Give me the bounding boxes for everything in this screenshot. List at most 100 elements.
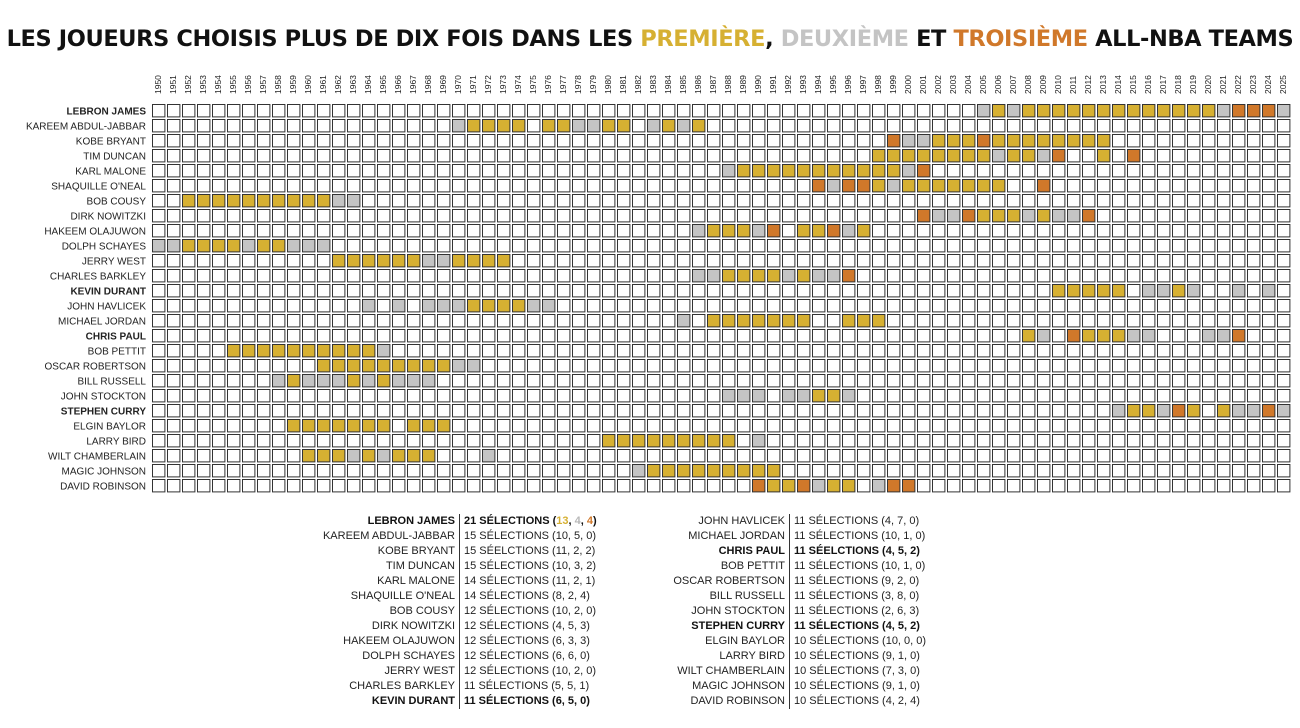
empty-cell (632, 194, 646, 208)
empty-cell (677, 299, 691, 313)
empty-cell (722, 374, 736, 388)
empty-cell (1052, 329, 1066, 343)
empty-cell (737, 374, 751, 388)
empty-cell (1262, 374, 1276, 388)
empty-cell (557, 149, 571, 163)
empty-cell (737, 299, 751, 313)
selection-cell (1097, 104, 1111, 118)
empty-cell (1217, 479, 1231, 493)
empty-cell (287, 464, 301, 478)
empty-cell (542, 134, 556, 148)
empty-cell (1112, 464, 1126, 478)
selection-cell (887, 179, 901, 193)
empty-cell (917, 224, 931, 238)
empty-cell (242, 179, 256, 193)
selection-cell (407, 449, 421, 463)
empty-cell (1202, 269, 1216, 283)
empty-cell (1277, 194, 1291, 208)
empty-cell (1247, 419, 1261, 433)
selection-cell (1097, 284, 1111, 298)
year-tick-label: 2019 (1188, 75, 1198, 94)
empty-cell (467, 134, 481, 148)
empty-cell (392, 239, 406, 253)
empty-cell (1037, 404, 1051, 418)
selection-cell (272, 374, 286, 388)
empty-cell (182, 479, 196, 493)
empty-cell (422, 389, 436, 403)
empty-cell (1007, 434, 1021, 448)
empty-cell (362, 104, 376, 118)
selection-cell (257, 344, 271, 358)
empty-cell (842, 344, 856, 358)
empty-cell (782, 449, 796, 463)
empty-cell (1187, 464, 1201, 478)
empty-cell (1157, 374, 1171, 388)
empty-cell (482, 479, 496, 493)
empty-cell (1277, 269, 1291, 283)
empty-cell (872, 134, 886, 148)
empty-cell (362, 134, 376, 148)
empty-cell (242, 329, 256, 343)
empty-cell (707, 254, 721, 268)
empty-cell (1112, 239, 1126, 253)
empty-cell (317, 164, 331, 178)
empty-cell (1097, 359, 1111, 373)
empty-cell (947, 464, 961, 478)
empty-cell (827, 239, 841, 253)
empty-cell (317, 434, 331, 448)
selection-cell (287, 344, 301, 358)
empty-cell (1097, 449, 1111, 463)
empty-cell (497, 419, 511, 433)
empty-cell (632, 419, 646, 433)
empty-cell (977, 254, 991, 268)
empty-cell (857, 104, 871, 118)
selection-cell (917, 164, 931, 178)
empty-cell (392, 344, 406, 358)
empty-cell (452, 464, 466, 478)
empty-cell (782, 194, 796, 208)
empty-cell (962, 254, 976, 268)
empty-cell (572, 269, 586, 283)
empty-cell (707, 284, 721, 298)
empty-cell (962, 299, 976, 313)
empty-cell (1052, 449, 1066, 463)
empty-cell (827, 134, 841, 148)
empty-cell (1022, 344, 1036, 358)
year-tick-label: 2020 (1203, 75, 1213, 94)
summary-selection-count: 12 SÉLECTIONS (4, 5, 3) (459, 619, 590, 634)
selection-cell (782, 479, 796, 493)
empty-cell (1187, 449, 1201, 463)
empty-cell (602, 479, 616, 493)
year-tick-label: 2013 (1098, 75, 1108, 94)
empty-cell (377, 239, 391, 253)
empty-cell (932, 284, 946, 298)
empty-cell (662, 254, 676, 268)
summary-row: BOB COUSY 12 SÉLECTIONS (10, 2, 0) (0, 604, 1300, 619)
selection-cell (917, 149, 931, 163)
empty-cell (932, 164, 946, 178)
empty-cell (272, 224, 286, 238)
player-label: CHRIS PAUL (86, 332, 146, 343)
empty-cell (467, 374, 481, 388)
empty-cell (1037, 224, 1051, 238)
empty-cell (1067, 359, 1081, 373)
empty-cell (422, 104, 436, 118)
empty-cell (1172, 254, 1186, 268)
player-label: JOHN STOCKTON (61, 392, 146, 403)
empty-cell (1277, 449, 1291, 463)
empty-cell (1052, 434, 1066, 448)
empty-cell (182, 404, 196, 418)
empty-cell (1022, 389, 1036, 403)
empty-cell (227, 284, 241, 298)
empty-cell (362, 269, 376, 283)
empty-cell (212, 479, 226, 493)
empty-cell (1097, 254, 1111, 268)
empty-cell (722, 134, 736, 148)
empty-cell (362, 119, 376, 133)
empty-cell (332, 134, 346, 148)
empty-cell (647, 389, 661, 403)
empty-cell (467, 104, 481, 118)
empty-cell (197, 179, 211, 193)
selection-cell (317, 194, 331, 208)
selection-cell (1172, 284, 1186, 298)
